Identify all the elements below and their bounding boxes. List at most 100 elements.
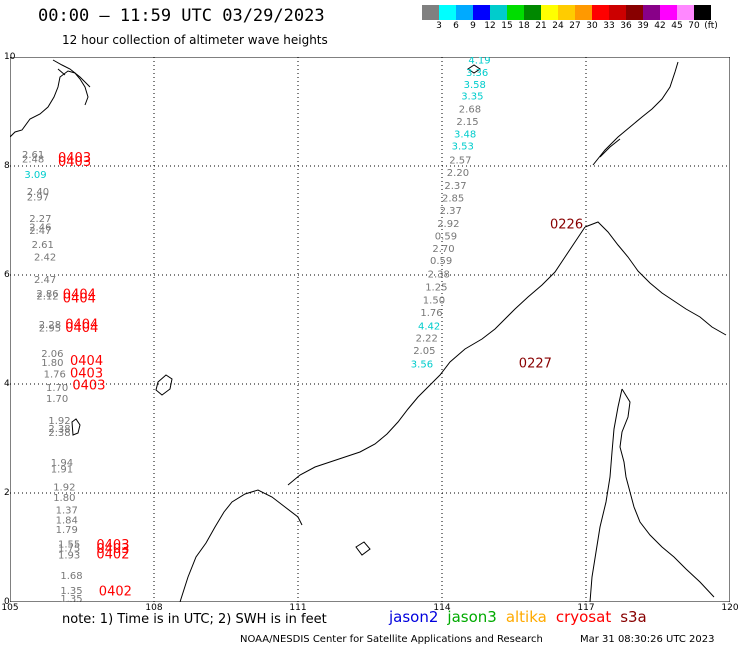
wave-height-label: 3.48 (454, 130, 476, 141)
y-tick-label: 0 (4, 597, 10, 607)
wave-height-label: 1.25 (425, 282, 447, 293)
x-tick-label: 108 (145, 603, 163, 613)
color-swatch (439, 5, 456, 20)
wave-height-label: 3.36 (466, 68, 488, 79)
wave-height-label: 2.22 (416, 333, 438, 344)
wave-height-label: 1.91 (51, 464, 73, 475)
natuna-island (155, 374, 173, 396)
color-scale-label: 45 (671, 21, 683, 31)
wave-height-label: 1.70 (46, 394, 68, 405)
wave-height-readings: 4.193.363.583.35 2.682.15 3.483.53 2.57 2.20… (22, 57, 583, 602)
color-scale-label: (ft) (704, 21, 718, 31)
color-swatch (660, 5, 677, 20)
color-swatch (422, 5, 439, 20)
pass-time-label: 0403 (96, 538, 129, 553)
wave-height-label: 3.58 (464, 80, 486, 91)
color-scale-label: 39 (637, 21, 649, 31)
pass-time-label: 0403 (72, 378, 105, 393)
color-scale-label: 27 (569, 21, 581, 31)
x-tick-label: 114 (433, 603, 451, 613)
color-swatch (626, 5, 643, 20)
wave-height-label: 1.92 (53, 482, 75, 493)
wave-height-label: 2.68 (459, 105, 481, 116)
color-swatch (558, 5, 575, 20)
pass-time-label: 0403 (58, 155, 91, 170)
y-tick-label: 10 (4, 52, 16, 62)
wave-height-label: 3.09 (24, 170, 46, 181)
map-subtitle: 12 hour collection of altimeter wave hei… (62, 33, 328, 47)
wave-height-label: 1.55 (58, 540, 80, 551)
wave-height-label: 3.35 (461, 92, 483, 103)
credit-line: NOAA/NESDIS Center for Satellite Applica… (240, 634, 543, 645)
wave-height-label: 2.97 (27, 192, 49, 203)
wave-height-label: 2.86 (36, 289, 58, 300)
wave-height-label: 2.38 (48, 424, 70, 435)
borneo-northeast-coast (584, 221, 727, 336)
pass-time-label: 0226 (550, 218, 583, 233)
color-swatch (575, 5, 592, 20)
bangka-coast (355, 541, 371, 556)
wave-height-label: 1.68 (60, 571, 82, 582)
satellite-legend-item: jason3 (447, 608, 497, 626)
color-scale-label: 15 (501, 21, 513, 31)
borneo-north-coast (287, 226, 586, 486)
borneo-east-coast (619, 388, 715, 598)
wave-height-label: 4.42 (418, 322, 440, 333)
satellite-legend-item: altika (505, 608, 547, 626)
pass-time-label: 0402 (99, 584, 132, 599)
peninsula-coast (52, 59, 91, 88)
color-scale-label: 9 (470, 21, 476, 31)
wave-height-label: 2.48 (22, 155, 44, 166)
wave-height-label: 1.70 (46, 383, 68, 394)
satellite-legend-item: s3a (620, 608, 647, 626)
wave-height-label: 3.56 (411, 360, 433, 371)
satellite-legend-item: cryosat (555, 608, 612, 626)
wave-height-label: 1.76 (44, 369, 66, 380)
wave-height-label: 2.38 (428, 270, 450, 281)
pass-time-label: 0402 (96, 547, 129, 562)
color-scale-label: 42 (654, 21, 666, 31)
y-tick-label: 4 (4, 379, 10, 389)
wave-height-label: 2.38 (48, 428, 70, 439)
wave-height-label: 2.95 (39, 324, 61, 335)
wave-height-label: 4.19 (468, 57, 490, 67)
wave-height-label: 1.93 (58, 550, 80, 561)
color-scale-label: 33 (603, 21, 615, 31)
wave-height-label: 1.92 (48, 416, 70, 427)
wave-height-label: 2.06 (41, 349, 63, 360)
pass-time-label: 0404 (63, 287, 96, 302)
pass-time-label: 0404 (63, 291, 96, 306)
color-scale-bar (422, 5, 711, 20)
color-swatch (677, 5, 694, 20)
color-swatch (490, 5, 507, 20)
color-swatch (473, 5, 490, 20)
color-scale-label: 3 (436, 21, 442, 31)
wave-height-label: 1.35 (60, 586, 82, 597)
wave-height-label: 1.35 (60, 594, 82, 602)
wave-height-label: 2.61 (22, 150, 44, 161)
x-tick-label: 120 (721, 603, 739, 613)
y-tick-label: 6 (4, 270, 10, 280)
wave-height-label: 1.50 (423, 295, 445, 306)
pass-time-label: 0403 (70, 366, 103, 381)
x-tick-label: 117 (577, 603, 595, 613)
wave-height-label: 2.40 (27, 187, 49, 198)
wave-height-label: 2.12 (36, 292, 58, 303)
pass-time-label: 0404 (65, 321, 98, 336)
wave-height-label: 2.57 (449, 155, 471, 166)
wave-height-label: 0.59 (435, 232, 457, 243)
wave-height-label: 1.76 (420, 308, 442, 319)
footnote: note: 1) Time is in UTC; 2) SWH is in fe… (62, 612, 327, 627)
wave-height-label: 1.80 (41, 358, 63, 369)
wave-height-label: 2.28 (39, 320, 61, 331)
wave-height-label: 1.94 (51, 458, 73, 469)
x-tick-label: 111 (289, 603, 307, 613)
wave-height-label: 2.42 (34, 252, 56, 263)
color-swatch (541, 5, 558, 20)
wave-height-label: 2.20 (447, 168, 469, 179)
wave-height-label: 2.92 (437, 219, 459, 230)
wave-height-label: 1.80 (53, 493, 75, 504)
color-scale-label: 21 (535, 21, 547, 31)
wave-height-label: 3.53 (452, 142, 474, 153)
